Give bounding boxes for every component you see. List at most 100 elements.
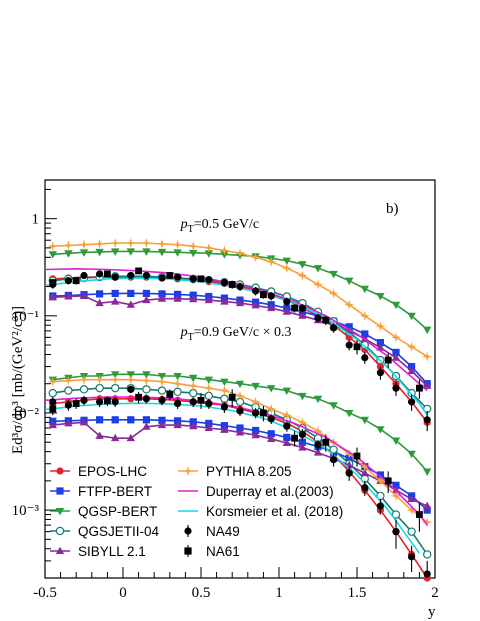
series-line (44, 267, 428, 392)
data-point (204, 295, 213, 304)
data-point (267, 415, 275, 423)
data-point (135, 393, 142, 401)
data-point (330, 456, 338, 464)
data-point (291, 304, 298, 312)
data-point (205, 419, 213, 428)
data-point (110, 374, 121, 385)
data-point (125, 238, 136, 249)
data-point (235, 428, 245, 436)
data-point (157, 238, 167, 249)
data-point (360, 285, 369, 294)
data-point (55, 526, 65, 536)
data-point (205, 399, 213, 408)
data-point (126, 300, 135, 308)
data-point (173, 294, 182, 302)
measurement-layer (49, 267, 431, 578)
data-point (127, 385, 135, 393)
data-point (376, 471, 384, 479)
data-point (79, 374, 89, 385)
data-point (298, 430, 306, 439)
legend-item: FTFP-BERT (50, 484, 152, 499)
data-point (297, 417, 308, 428)
data-point (126, 433, 135, 442)
data-point (174, 399, 182, 408)
legend-label: QGSJETII-04 (78, 524, 160, 539)
data-point (423, 570, 431, 578)
data-point (174, 273, 182, 281)
data-point (236, 282, 244, 291)
data-point (329, 402, 338, 410)
legend-item: QGSJETII-04 (50, 524, 160, 539)
data-point (64, 419, 73, 427)
data-point (282, 257, 291, 266)
data-point (345, 409, 354, 418)
legend-label: FTFP-BERT (78, 484, 152, 499)
data-point (189, 275, 197, 283)
data-point (95, 248, 104, 257)
legend-label: SIBYLL 2.1 (78, 544, 146, 559)
data-point (384, 356, 392, 364)
data-point (220, 403, 228, 411)
data-point (416, 511, 423, 518)
data-point (142, 395, 150, 403)
data-point (345, 341, 353, 349)
data-point (104, 270, 111, 278)
data-point (72, 277, 80, 285)
data-point (260, 291, 267, 299)
data-point (375, 475, 386, 486)
data-point (94, 238, 105, 249)
data-point (298, 438, 306, 446)
data-point (282, 307, 291, 315)
data-point (236, 407, 244, 415)
data-point (219, 245, 230, 256)
legend-item: PYTHIA 8.205 (178, 464, 292, 479)
legend-label: Duperray et al.(2003) (206, 484, 334, 499)
data-point (157, 420, 167, 429)
data-point (391, 332, 401, 343)
data-point (104, 397, 111, 405)
data-point (111, 416, 119, 424)
data-point (189, 374, 198, 383)
data-point (72, 400, 80, 407)
data-point (157, 376, 167, 387)
series-line (44, 396, 428, 526)
data-point (281, 410, 292, 421)
legend-item: NA49 (184, 524, 240, 539)
data-point (48, 420, 57, 429)
data-point (345, 469, 353, 477)
legend-item: Korsmeier et al. (2018) (178, 504, 343, 519)
data-point (56, 467, 64, 475)
data-point (267, 430, 275, 438)
x-axis-title: y (428, 604, 436, 620)
data-point (407, 366, 416, 375)
data-point (47, 376, 58, 387)
legend-label: NA61 (206, 544, 240, 559)
data-point (322, 316, 330, 324)
data-point (166, 391, 174, 398)
data-point (111, 248, 120, 256)
data-point (313, 448, 323, 456)
annotations: pT=0.5 GeV/c pT=0.9 GeV/c × 0.3 (180, 217, 292, 343)
data-point (157, 248, 167, 257)
data-point (228, 393, 236, 401)
data-point (64, 250, 73, 258)
data-point (391, 490, 401, 501)
data-point (406, 505, 417, 516)
tick-labels: -0.5 0 0.5 1 1.5 2 10⁻³ 10⁻² 10⁻¹ 1 (12, 212, 439, 601)
data-point (111, 273, 119, 281)
data-point (166, 272, 174, 279)
legend-item: QGSP-BERT (50, 504, 157, 519)
data-point (111, 289, 119, 298)
x-tick-label: 0.5 (192, 585, 211, 601)
data-point (423, 550, 432, 559)
data-point (406, 341, 417, 352)
plot-frame (44, 179, 436, 579)
legend: EPOS-LHC PYTHIA 8.205 FTFP-BERT Duperray et… (50, 464, 343, 559)
data-point (79, 239, 89, 250)
data-point (313, 265, 323, 273)
x-tick-label: 2 (431, 585, 439, 601)
data-point (110, 238, 121, 249)
legend-label: EPOS-LHC (78, 464, 147, 479)
data-point (126, 248, 135, 256)
